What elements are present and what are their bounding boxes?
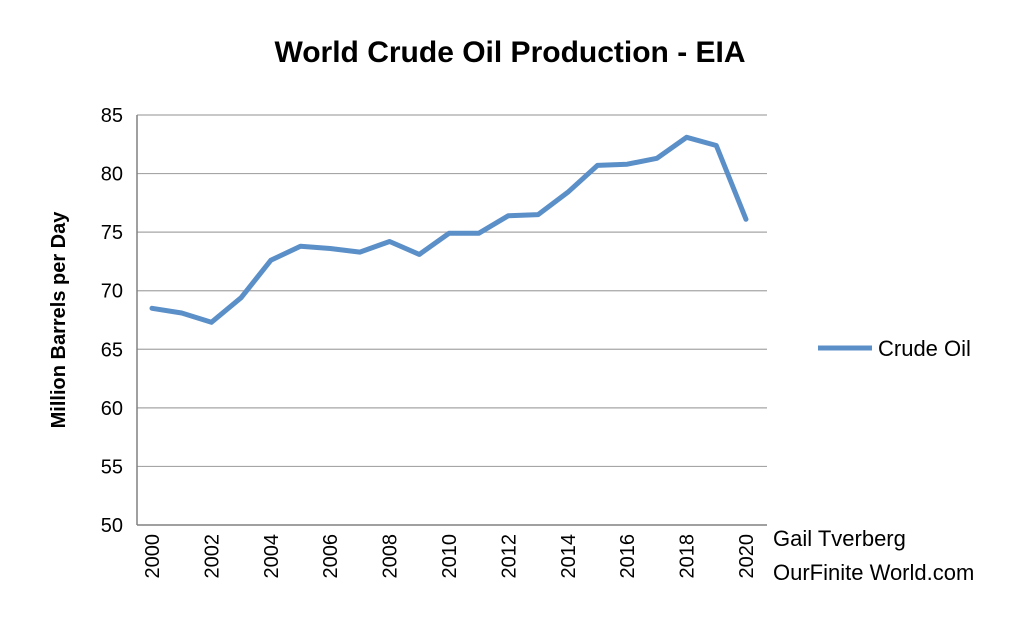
x-tick-label: 2002 xyxy=(201,534,223,579)
x-tick-label: 2010 xyxy=(439,534,461,579)
legend: Crude Oil xyxy=(818,336,971,361)
credit-website: OurFinite World.com xyxy=(773,560,974,585)
x-tick-label: 2014 xyxy=(558,534,580,579)
chart-title: World Crude Oil Production - EIA xyxy=(274,36,745,69)
y-tick-label: 80 xyxy=(101,164,123,186)
y-tick-label: 85 xyxy=(101,105,123,127)
x-tick-label: 2008 xyxy=(380,534,402,579)
y-axis-label: Million Barrels per Day xyxy=(48,211,70,429)
x-tick-labels: 2000 2002 2004 2006 2008 2010 2012 2014 2016 2018… xyxy=(142,534,758,579)
x-tick-label: 2004 xyxy=(261,534,283,579)
y-tick-labels: 50 55 60 65 70 75 80 85 xyxy=(101,105,123,537)
x-tick-label: 2018 xyxy=(677,534,699,579)
y-tick-label: 65 xyxy=(101,339,123,361)
y-tick-label: 50 xyxy=(101,515,123,537)
y-tick-label: 70 xyxy=(101,281,123,303)
y-tick-label: 55 xyxy=(101,456,123,478)
x-tick-label: 2006 xyxy=(320,534,342,579)
grid xyxy=(136,114,767,526)
credit-author: Gail Tverberg xyxy=(773,526,906,551)
series-line-crude-oil xyxy=(149,134,749,325)
y-tick-label: 75 xyxy=(101,222,123,244)
x-tick-label: 2012 xyxy=(498,534,520,579)
y-tick-label: 60 xyxy=(101,398,123,420)
legend-label: Crude Oil xyxy=(878,336,971,361)
x-tick-label: 2016 xyxy=(617,534,639,579)
x-tick-label: 2000 xyxy=(142,534,164,579)
x-tick-label: 2020 xyxy=(736,534,758,579)
